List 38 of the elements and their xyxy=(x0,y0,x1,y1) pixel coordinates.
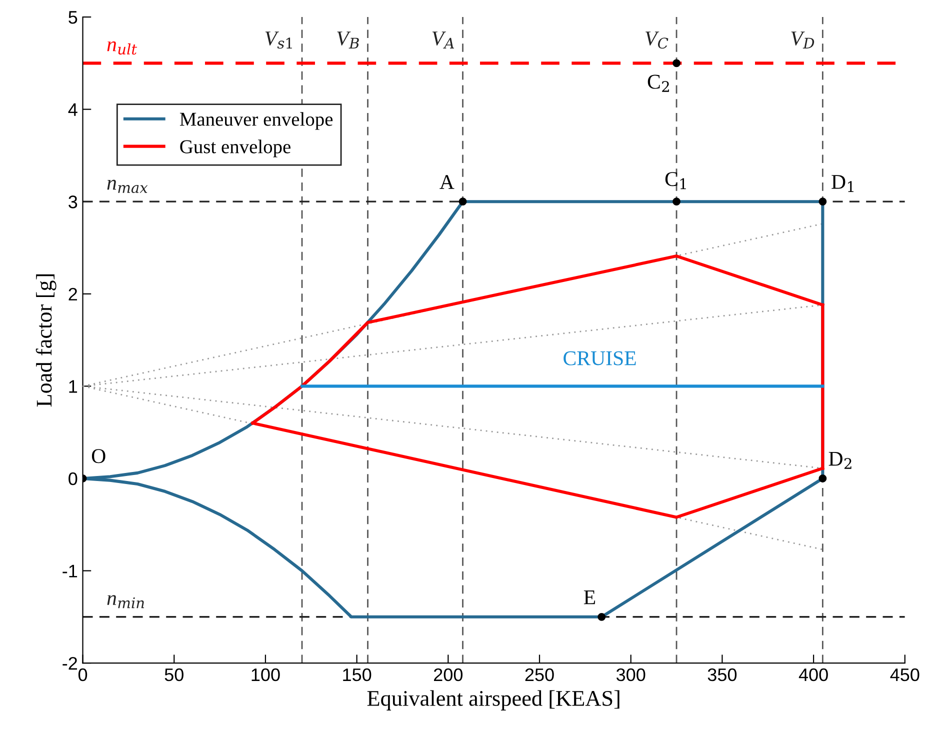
x-tick-label: 250 xyxy=(525,668,554,682)
ref-line-label: V$_{D}$ xyxy=(791,32,814,48)
y-tick-label: 4 xyxy=(68,103,78,116)
x-tick-label: 300 xyxy=(616,668,646,682)
x-tick-label: 400 xyxy=(798,668,828,682)
x-tick-label: 50 xyxy=(164,668,184,682)
y-tick-label: -2 xyxy=(62,656,78,670)
x-tick-label: 100 xyxy=(252,668,280,682)
ref-line-label: V$_{C}$ xyxy=(646,32,668,49)
legend-label: Gust envelope xyxy=(180,140,290,158)
y-tick-label: -1 xyxy=(62,564,78,578)
x-axis-title: Equivalent airspeed [KEAS] xyxy=(367,690,620,710)
annotation: C$_{2}$ xyxy=(648,74,669,92)
ref-line-label: n$_{min}$ xyxy=(107,595,144,608)
annotation: CRUISE xyxy=(564,351,636,366)
annotation: D$_{2}$ xyxy=(828,452,852,469)
ref-line-label: n$_{ult}$ xyxy=(107,41,138,55)
x-tick-label: 200 xyxy=(434,668,463,682)
legend-label: Maneuver envelope xyxy=(180,112,333,130)
y-tick-label: 1 xyxy=(69,380,78,393)
annotation: D$_{1}$ xyxy=(832,175,854,192)
x-tick-label: 150 xyxy=(343,668,372,682)
annotation: O xyxy=(92,449,106,464)
x-tick-label: 0 xyxy=(78,668,88,682)
x-tick-label: 450 xyxy=(890,668,920,682)
annotation: A xyxy=(440,175,454,189)
ref-line-label: V$_{A}$ xyxy=(432,32,454,48)
ref-line-label: V$_{B}$ xyxy=(337,32,359,48)
annotation: C$_{1}$ xyxy=(665,172,686,190)
y-tick-label: 2 xyxy=(68,288,78,300)
y-axis-title: Load factor [g] xyxy=(36,274,56,407)
y-tick-label: 5 xyxy=(68,11,78,24)
ref-line-label: n$_{max}$ xyxy=(107,180,148,194)
x-tick-label: 350 xyxy=(708,668,737,682)
ref-line-label: V$_{s1}$ xyxy=(265,32,292,49)
y-tick-label: 0 xyxy=(68,472,78,486)
y-tick-label: 3 xyxy=(68,196,78,208)
annotation: E xyxy=(584,590,596,604)
